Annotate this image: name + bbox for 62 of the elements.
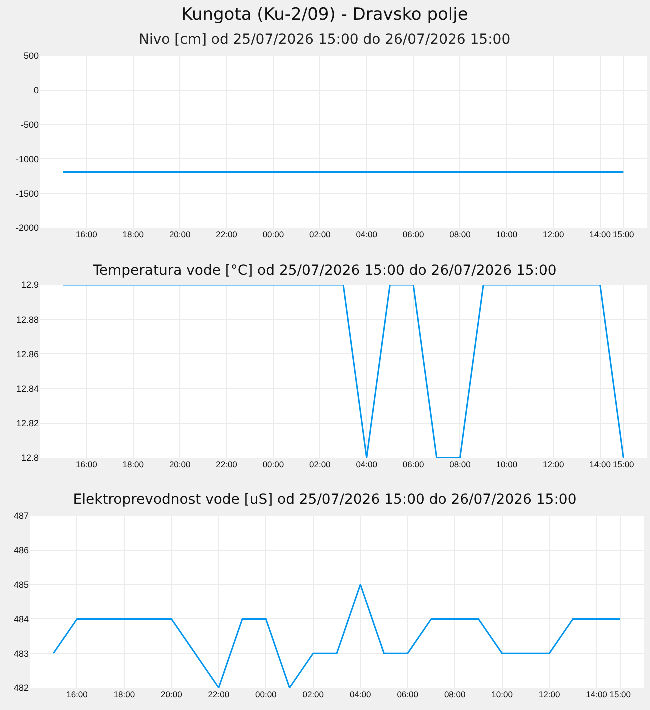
x-tick-label: 04:00 <box>356 460 378 470</box>
x-tick-label: 08:00 <box>444 690 466 700</box>
x-tick-label: 14:00 <box>590 460 612 470</box>
y-tick-label: 12.9 <box>21 280 39 290</box>
x-tick-label: 04:00 <box>350 690 372 700</box>
x-tick-label: 10:00 <box>496 230 518 240</box>
y-tick-label: 12.86 <box>16 349 39 360</box>
x-tick-label: 06:00 <box>402 460 424 470</box>
x-tick-label: 22:00 <box>208 690 230 700</box>
y-tick-label: 483 <box>14 648 29 659</box>
y-tick-label: 486 <box>14 546 29 556</box>
x-tick-label: 00:00 <box>262 460 284 470</box>
x-tick-label: 18:00 <box>122 460 144 470</box>
x-tick-label: 08:00 <box>450 460 472 470</box>
x-tick-label: 10:00 <box>492 690 514 700</box>
x-tick-label: 16:00 <box>76 460 98 470</box>
x-tick-label: 02:00 <box>310 230 332 240</box>
y-tick-label: 12.82 <box>16 418 39 429</box>
y-tick-label: 12.88 <box>16 314 39 325</box>
y-tick-label: 487 <box>14 511 29 522</box>
x-tick-label: 14:00 <box>586 690 608 700</box>
x-tick-label: 02:00 <box>310 460 332 470</box>
chart-title: Elektroprevodnost vode [uS] od 25/07/2026 15:00 do 26/07/2026 15:00 <box>73 492 577 508</box>
line-series <box>52 584 622 688</box>
y-tick-label: -500 <box>20 120 39 130</box>
x-tick-label: 12:00 <box>542 460 565 470</box>
y-tick-label: 500 <box>24 51 39 62</box>
x-tick-label: 06:00 <box>402 230 424 240</box>
x-tick-label: 22:00 <box>216 460 238 470</box>
y-tick-label: 0 <box>34 86 39 96</box>
y-tick-label: -1000 <box>16 154 39 164</box>
y-tick-label: -2000 <box>16 223 39 234</box>
x-tick-label: 16:00 <box>66 690 88 700</box>
x-tick-label: 12:00 <box>538 690 560 700</box>
y-tick-label: 482 <box>14 683 29 694</box>
x-tick-label: 02:00 <box>302 690 324 700</box>
chart-title: Kungota (Ku-2/09) - Dravsko polje <box>182 4 468 25</box>
x-tick-label: 00:00 <box>262 230 284 240</box>
x-tick-label: 12:00 <box>542 230 565 240</box>
x-tick-label: 06:00 <box>397 690 419 700</box>
x-tick-label: 16:00 <box>76 230 98 240</box>
x-tick-label: 22:00 <box>216 230 238 240</box>
x-tick-label: 14:00 <box>590 230 612 240</box>
chart-subtitle: Nivo [cm] od 25/07/2026 15:00 do 26/07/2026 15:00 <box>139 32 511 48</box>
x-tick-label: 20:00 <box>161 690 183 700</box>
chart-title: Temperatura vode [°C] od 25/07/2026 15:00 do 26/07/2026 15:00 <box>92 262 557 279</box>
x-tick-label: 15:00 <box>610 690 632 700</box>
y-tick-label: 484 <box>14 614 29 624</box>
x-tick-label: 00:00 <box>256 690 278 700</box>
x-tick-label: 04:00 <box>356 230 378 240</box>
x-tick-label: 20:00 <box>169 230 191 240</box>
y-tick-label: 485 <box>14 580 29 590</box>
x-tick-label: 18:00 <box>114 690 136 700</box>
x-tick-label: 10:00 <box>496 460 518 470</box>
x-tick-label: 15:00 <box>613 460 635 470</box>
y-tick-label: 12.8 <box>21 453 39 464</box>
y-tick-label: 12.84 <box>16 384 39 394</box>
x-tick-label: 15:00 <box>613 230 635 240</box>
y-tick-label: -1500 <box>16 188 39 199</box>
x-tick-label: 08:00 <box>450 230 472 240</box>
x-tick-label: 18:00 <box>122 230 144 240</box>
x-tick-label: 20:00 <box>169 460 191 470</box>
